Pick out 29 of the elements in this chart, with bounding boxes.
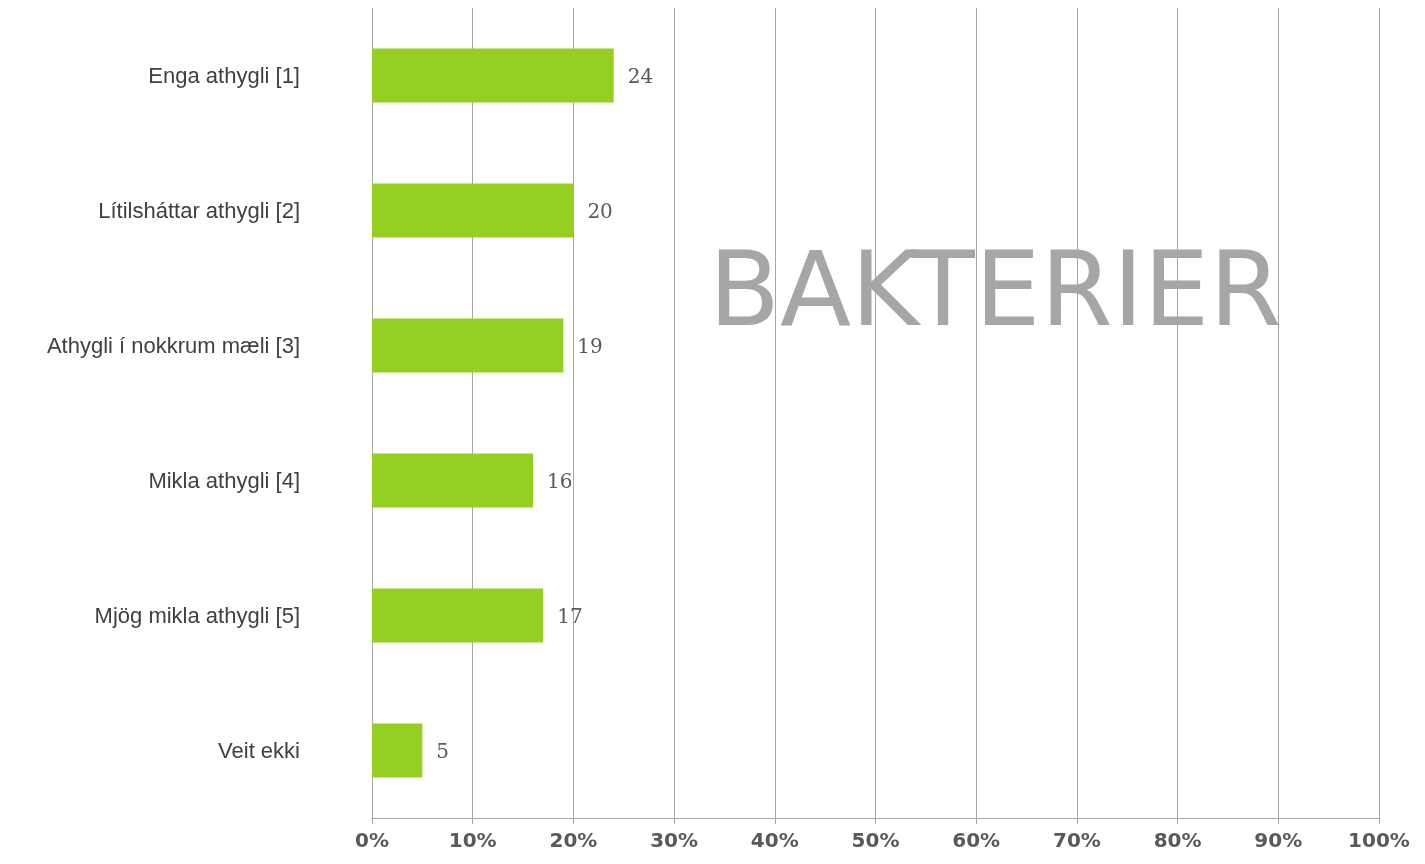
y-tick-label: Mikla athygli [4] <box>148 468 300 493</box>
x-tick-label: 10% <box>448 828 497 852</box>
bar <box>372 183 574 238</box>
bar <box>372 723 423 778</box>
x-tick-label: 80% <box>1153 828 1202 852</box>
y-tick-label: Mjög mikla athygli [5] <box>94 603 300 628</box>
x-tick-label: 40% <box>750 828 799 852</box>
data-label: 17 <box>557 603 583 628</box>
data-label: 24 <box>627 63 654 88</box>
bar <box>372 588 544 643</box>
y-tick-label: Veit ekki <box>218 738 300 763</box>
x-tick-label: 50% <box>851 828 900 852</box>
x-tick-label: 20% <box>549 828 598 852</box>
bar <box>372 453 534 508</box>
x-tick-label: 100% <box>1348 828 1410 852</box>
data-label: 19 <box>577 333 603 358</box>
x-tick-label: 0% <box>355 828 389 852</box>
x-tick-label: 30% <box>650 828 699 852</box>
y-tick-label: Enga athygli [1] <box>148 63 300 88</box>
x-tick-label: 60% <box>952 828 1001 852</box>
data-label: 16 <box>547 468 573 493</box>
bar <box>372 318 564 373</box>
bar <box>372 48 614 103</box>
data-label: 5 <box>436 738 450 763</box>
x-tick-label: 90% <box>1254 828 1303 852</box>
y-tick-label: Athygli í nokkrum mæli [3] <box>46 333 300 358</box>
y-tick-label: Lítilsháttar athygli [2] <box>98 198 300 223</box>
data-label: 20 <box>587 198 613 223</box>
x-tick-label: 70% <box>1052 828 1101 852</box>
